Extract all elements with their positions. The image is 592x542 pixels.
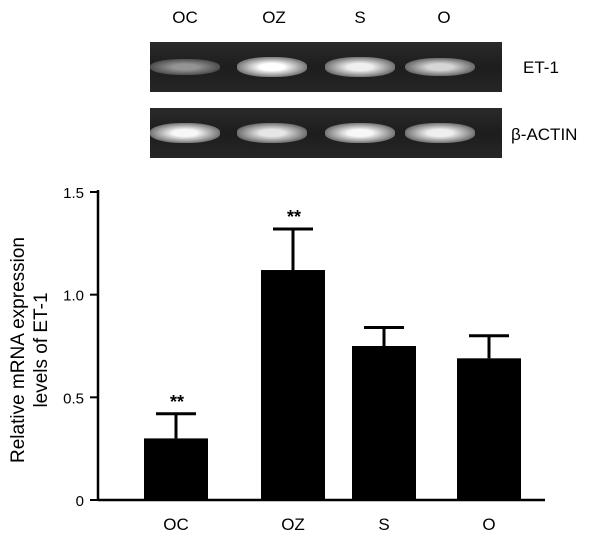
x-ticks: OC OZ S O <box>163 515 495 534</box>
x-tick-label-oz: OZ <box>281 515 305 534</box>
bar-s <box>352 346 416 500</box>
gel-band <box>325 57 395 77</box>
gel-band <box>405 57 475 77</box>
y-axis-label: Relative mRNA expression levels of ET-1 <box>8 237 52 463</box>
gel-row-label-et1: ET-1 <box>523 58 559 77</box>
y-tick-label: 0 <box>76 493 84 510</box>
significance-marker: ** <box>170 392 184 412</box>
y-ticks: 0 0.5 1.0 1.5 <box>63 185 98 510</box>
bars: ** ** <box>144 207 521 500</box>
gel-row-label-beta-actin: β-ACTIN <box>511 125 578 144</box>
x-tick-label-s: S <box>378 515 389 534</box>
x-tick-label-o: O <box>482 515 495 534</box>
lane-label-o: O <box>437 8 451 27</box>
y-tick-label: 0.5 <box>63 390 84 407</box>
gel-image-et1 <box>150 42 502 92</box>
gel-image-beta-actin <box>150 108 502 158</box>
gel-band <box>405 123 475 143</box>
gel-band <box>237 123 307 143</box>
y-axis-label-line-1: Relative mRNA expression <box>8 237 29 463</box>
bar-oc <box>144 438 208 500</box>
lane-label-s: S <box>354 8 366 27</box>
y-axis-label-line-2: levels of ET-1 <box>31 292 52 407</box>
bar-o <box>457 358 521 500</box>
lane-label-oc: OC <box>172 8 198 27</box>
lane-label-oz: OZ <box>262 8 286 27</box>
gel-band <box>150 58 220 76</box>
bar-chart: Relative mRNA expression levels of ET-1 … <box>8 185 545 534</box>
bar-oz <box>261 270 325 500</box>
significance-marker: ** <box>287 207 301 227</box>
y-tick-label: 1.5 <box>63 185 84 202</box>
gel-band <box>150 123 220 143</box>
x-tick-label-oc: OC <box>163 515 189 534</box>
gel-band <box>325 123 395 143</box>
y-tick-label: 1.0 <box>63 288 84 305</box>
gel-band <box>237 57 307 77</box>
